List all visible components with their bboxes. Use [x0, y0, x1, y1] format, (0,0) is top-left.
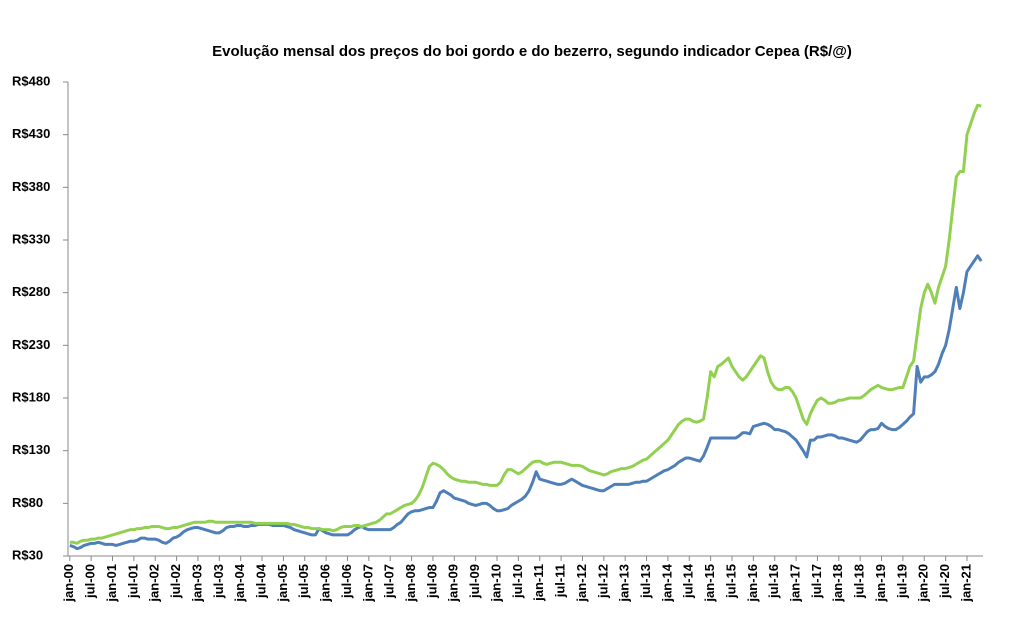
x-tick-label: jan-07 [360, 564, 375, 603]
x-tick-label: jan-01 [104, 564, 119, 603]
x-tick-label: jan-06 [318, 564, 333, 603]
x-tick-label: jan-02 [147, 564, 162, 603]
y-tick-label: R$430 [12, 126, 50, 141]
x-tick-label: jan-03 [189, 564, 204, 603]
x-tick-label: jan-21 [958, 564, 973, 603]
x-tick-label: jul-05 [296, 564, 311, 599]
x-tick-label: jan-08 [403, 564, 418, 603]
x-tick-label: jan-16 [745, 564, 760, 603]
y-tick-label: R$380 [12, 179, 50, 194]
x-tick-label: jan-11 [531, 564, 546, 602]
x-tick-label: jul-02 [168, 564, 183, 599]
y-tick-label: R$480 [12, 73, 50, 88]
x-tick-label: jul-18 [852, 564, 867, 599]
x-tick-label: jan-10 [488, 564, 503, 603]
x-tick-label: jul-03 [211, 564, 226, 599]
x-tick-label: jan-04 [232, 563, 247, 602]
x-tick-label: jan-14 [659, 563, 674, 602]
x-tick-label: jan-12 [574, 564, 589, 603]
y-tick-label: R$280 [12, 284, 50, 299]
y-tick-label: R$180 [12, 389, 50, 404]
x-tick-label: jan-13 [617, 564, 632, 603]
x-tick-label: jul-00 [83, 564, 98, 599]
x-tick-label: jul-10 [510, 564, 525, 599]
x-tick-label: jul-17 [809, 564, 824, 599]
y-tick-label: R$30 [12, 547, 43, 562]
y-tick-label: R$130 [12, 442, 50, 457]
y-tick-label: R$330 [12, 231, 50, 246]
x-tick-label: jul-16 [766, 564, 781, 599]
x-tick-label: jul-04 [253, 563, 268, 599]
series-line [69, 103, 982, 545]
x-tick-label: jul-19 [894, 564, 909, 599]
x-tick-label: jan-15 [702, 564, 717, 603]
x-tick-label: jul-14 [681, 563, 696, 599]
x-tick-label: jul-01 [125, 564, 140, 599]
x-tick-label: jan-18 [830, 564, 845, 603]
y-tick-label: R$80 [12, 495, 43, 510]
x-tick-label: jan-05 [275, 564, 290, 603]
x-tick-label: jul-20 [937, 564, 952, 599]
x-tick-label: jul-06 [339, 564, 354, 599]
x-tick-label: jul-09 [467, 564, 482, 599]
x-tick-label: jul-11 [553, 564, 568, 598]
x-tick-label: jul-15 [723, 564, 738, 599]
x-tick-label: jul-08 [424, 564, 439, 599]
x-tick-label: jul-13 [638, 564, 653, 599]
x-tick-label: jan-00 [61, 564, 76, 603]
y-tick-label: R$230 [12, 337, 50, 352]
x-tick-label: jan-20 [916, 564, 931, 603]
x-tick-label: jul-07 [382, 564, 397, 599]
series-line [69, 254, 983, 551]
x-tick-label: jan-09 [446, 564, 461, 603]
x-tick-label: jul-12 [595, 564, 610, 599]
chart-title: Evolução mensal dos preços do boi gordo … [212, 43, 852, 60]
x-tick-label: jan-19 [873, 564, 888, 603]
x-tick-label: jan-17 [788, 564, 803, 603]
